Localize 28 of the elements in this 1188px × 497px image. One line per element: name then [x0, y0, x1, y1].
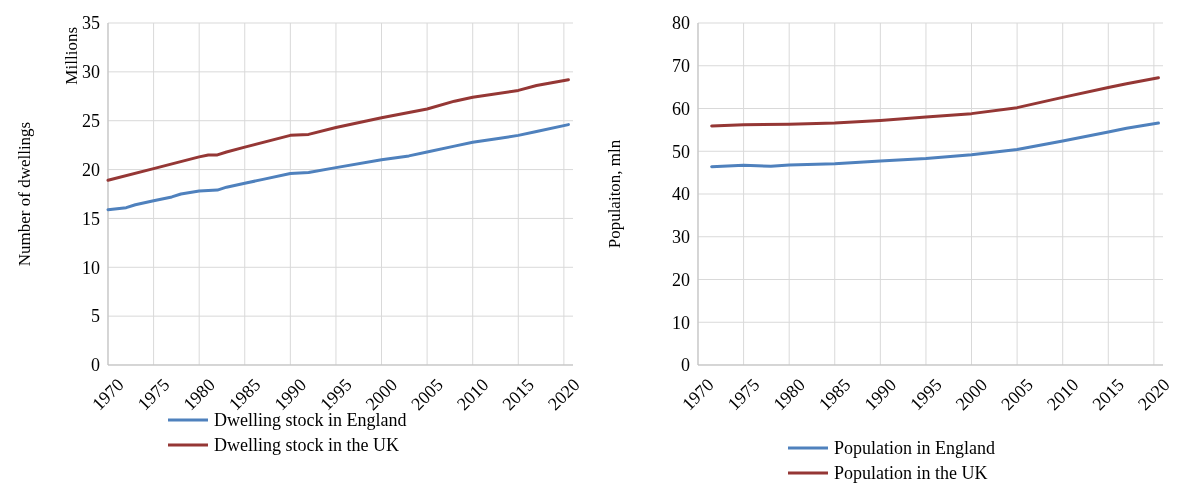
y-tick-label: 30: [82, 62, 100, 83]
y-tick-label: 5: [91, 306, 100, 327]
y-tick-label: 15: [82, 208, 100, 229]
y-tick-label: 0: [681, 355, 690, 376]
y-tick-label: 40: [672, 184, 690, 205]
line-series: [710, 121, 1160, 169]
y-axis-title: Populaiton, mln: [605, 139, 624, 249]
y-tick-label: 20: [672, 269, 690, 290]
y-tick-label: 80: [672, 13, 690, 34]
y-tick-label: 0: [91, 355, 100, 376]
y-axis-title: Number of dwellings: [15, 121, 34, 267]
legend-label: Dwelling stock in England: [214, 410, 407, 431]
text: Millions: [61, 27, 81, 85]
y-tick-label: 50: [672, 141, 690, 162]
y-tick-label: 10: [672, 312, 690, 333]
legend-label: Population in the UK: [834, 463, 988, 484]
line-series: [106, 123, 570, 212]
legend-label: Dwelling stock in the UK: [214, 435, 399, 456]
y-tick-label: 20: [82, 159, 100, 180]
line-series: [106, 78, 570, 182]
y-tick-label: 30: [672, 227, 690, 248]
y-tick-label: 10: [82, 257, 100, 278]
y-tick-label: 60: [672, 98, 690, 119]
y-tick-label: 70: [672, 56, 690, 77]
y-tick-label: 25: [82, 111, 100, 132]
line-series: [710, 76, 1160, 128]
legend-label: Population in England: [834, 438, 995, 459]
y-tick-label: 35: [82, 13, 100, 34]
